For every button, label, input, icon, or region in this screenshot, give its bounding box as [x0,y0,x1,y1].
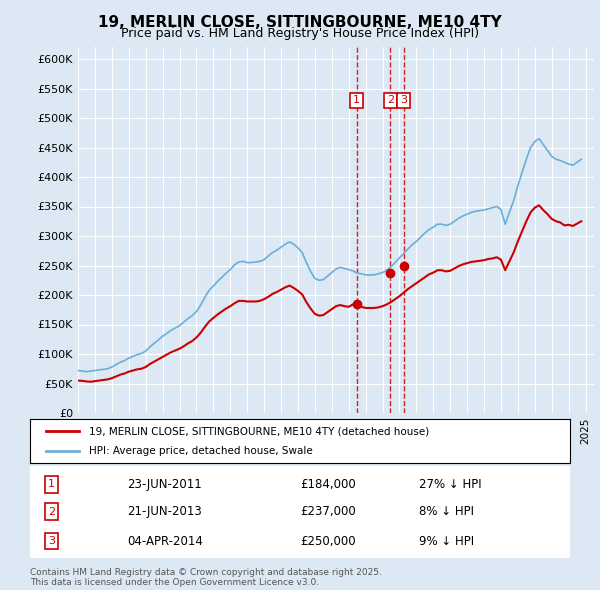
Text: 8% ↓ HPI: 8% ↓ HPI [419,505,474,519]
Text: £184,000: £184,000 [300,478,356,491]
Text: 1: 1 [48,480,55,489]
Text: 19, MERLIN CLOSE, SITTINGBOURNE, ME10 4TY: 19, MERLIN CLOSE, SITTINGBOURNE, ME10 4T… [98,15,502,30]
Text: 2: 2 [387,96,394,105]
Text: 04-APR-2014: 04-APR-2014 [127,535,203,548]
Text: 19, MERLIN CLOSE, SITTINGBOURNE, ME10 4TY (detached house): 19, MERLIN CLOSE, SITTINGBOURNE, ME10 4T… [89,427,430,436]
Text: Price paid vs. HM Land Registry's House Price Index (HPI): Price paid vs. HM Land Registry's House … [121,27,479,40]
Text: Contains HM Land Registry data © Crown copyright and database right 2025.
This d: Contains HM Land Registry data © Crown c… [30,568,382,587]
Text: £237,000: £237,000 [300,505,356,519]
Text: 9% ↓ HPI: 9% ↓ HPI [419,535,474,548]
Text: 23-JUN-2011: 23-JUN-2011 [127,478,202,491]
Text: 3: 3 [400,96,407,105]
Text: 3: 3 [48,536,55,546]
Text: 1: 1 [353,96,360,105]
Text: 2: 2 [48,507,55,517]
Text: 27% ↓ HPI: 27% ↓ HPI [419,478,481,491]
Text: 21-JUN-2013: 21-JUN-2013 [127,505,202,519]
Text: HPI: Average price, detached house, Swale: HPI: Average price, detached house, Swal… [89,446,313,455]
Text: £250,000: £250,000 [300,535,356,548]
